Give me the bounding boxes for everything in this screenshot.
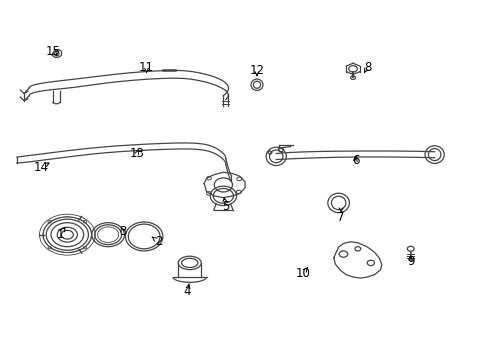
Text: 13: 13 [129,147,145,160]
Text: 15: 15 [46,45,60,58]
Text: 7: 7 [337,211,345,224]
Text: 9: 9 [407,255,415,267]
Text: 5: 5 [222,200,229,213]
Text: 2: 2 [155,235,162,248]
Text: 11: 11 [139,60,154,73]
Text: 14: 14 [33,161,49,174]
Text: 3: 3 [119,225,126,238]
Text: 1: 1 [56,228,64,241]
Text: 4: 4 [184,285,191,298]
Text: 6: 6 [352,154,359,167]
Text: 8: 8 [364,60,371,73]
Text: 10: 10 [295,267,310,280]
Text: 12: 12 [249,64,265,77]
